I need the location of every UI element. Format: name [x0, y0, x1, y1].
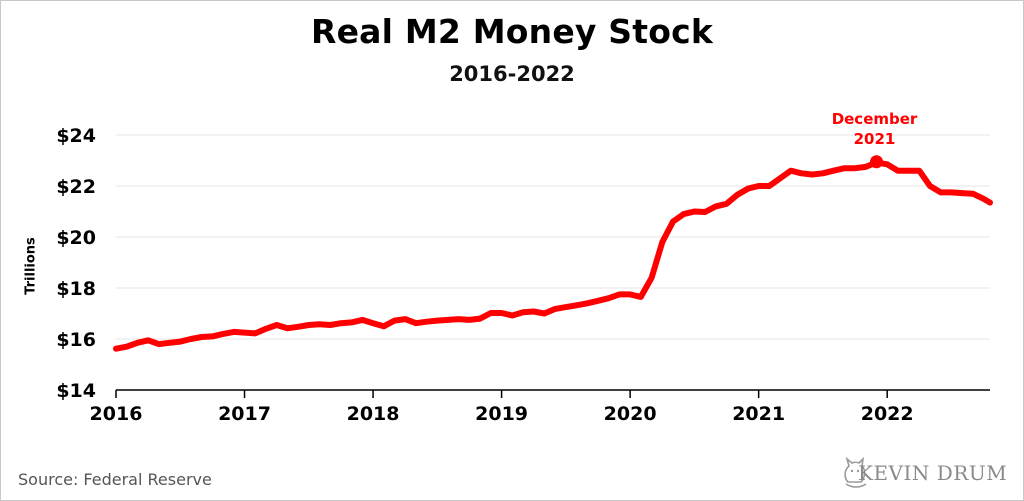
y-tick-label: $16	[56, 329, 96, 351]
y-tick-label: $20	[56, 227, 96, 249]
x-tick-label: 2019	[475, 403, 528, 425]
x-tick-label: 2022	[861, 403, 914, 425]
y-tick-label: $14	[56, 380, 96, 402]
x-tick-label: 2016	[90, 403, 143, 425]
annotation-month: December	[832, 110, 918, 128]
x-tick-label: 2017	[218, 403, 271, 425]
x-tick-label: 2018	[347, 403, 400, 425]
y-tick-label: $22	[56, 176, 96, 198]
chart-title: Real M2 Money Stock	[310, 12, 714, 51]
highlight-point	[870, 155, 884, 169]
annotation-year: 2021	[854, 130, 896, 148]
y-tick-label: $24	[56, 125, 96, 147]
cat-logo-icon	[844, 456, 867, 488]
brand-logo: KEVIN DRUM	[838, 452, 1018, 492]
brand-text: KEVIN DRUM	[858, 461, 1008, 485]
y-tick-label: $18	[56, 278, 96, 300]
chart-subtitle: 2016-2022	[449, 62, 575, 86]
x-tick-label: 2021	[732, 403, 785, 425]
source-note: Source: Federal Reserve	[18, 470, 212, 489]
x-tick-label: 2020	[604, 403, 657, 425]
series-line	[113, 159, 993, 352]
